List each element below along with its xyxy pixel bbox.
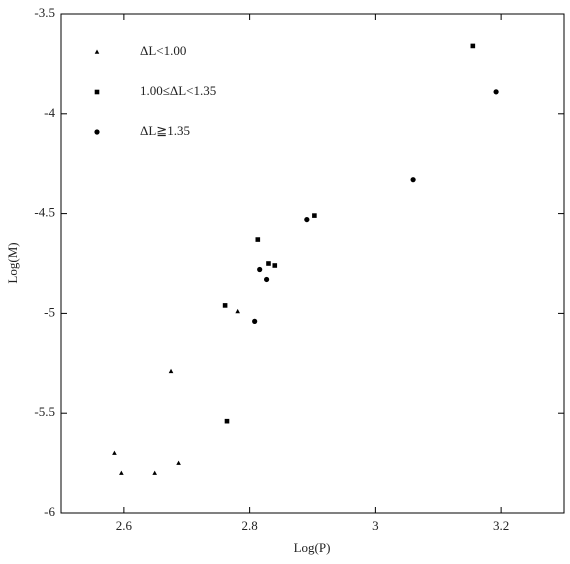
legend-marker <box>94 49 100 54</box>
y-tick-label: -4 <box>44 105 55 120</box>
x-tick-label: 2.8 <box>242 518 258 533</box>
point <box>272 263 278 268</box>
plot-frame <box>60 13 565 514</box>
point <box>252 318 258 324</box>
point <box>470 43 476 49</box>
legend-label: 1.00≤ΔL<1.35 <box>140 83 216 98</box>
legend-marker <box>94 129 100 135</box>
y-tick-label: -5.5 <box>34 404 55 419</box>
y-tick-label: -4.5 <box>34 205 55 220</box>
point <box>112 450 117 455</box>
point <box>493 89 499 95</box>
point <box>119 470 124 475</box>
point <box>152 470 157 475</box>
legend-marker <box>94 89 100 95</box>
point <box>410 177 416 183</box>
point <box>176 460 181 465</box>
legend-label: ΔL<1.00 <box>140 43 186 58</box>
y-tick-label: -3.5 <box>34 5 55 20</box>
x-tick-label: 2.6 <box>116 518 133 533</box>
point <box>222 303 228 308</box>
point <box>304 216 310 223</box>
point <box>257 266 263 273</box>
legend-label: ΔL≧1.35 <box>140 123 190 138</box>
point <box>224 418 230 424</box>
point <box>264 276 270 283</box>
point <box>235 308 240 314</box>
x-tick-label: 3 <box>372 518 379 533</box>
x-axis-label: Log(P) <box>294 540 331 555</box>
y-axis-label: Log(M) <box>5 242 20 283</box>
point <box>312 213 317 218</box>
point <box>168 368 174 374</box>
y-tick-label: -6 <box>44 504 55 519</box>
x-tick-label: 3.2 <box>493 518 509 533</box>
y-tick-label: -5 <box>44 304 55 319</box>
point <box>255 237 261 242</box>
point <box>266 261 271 266</box>
